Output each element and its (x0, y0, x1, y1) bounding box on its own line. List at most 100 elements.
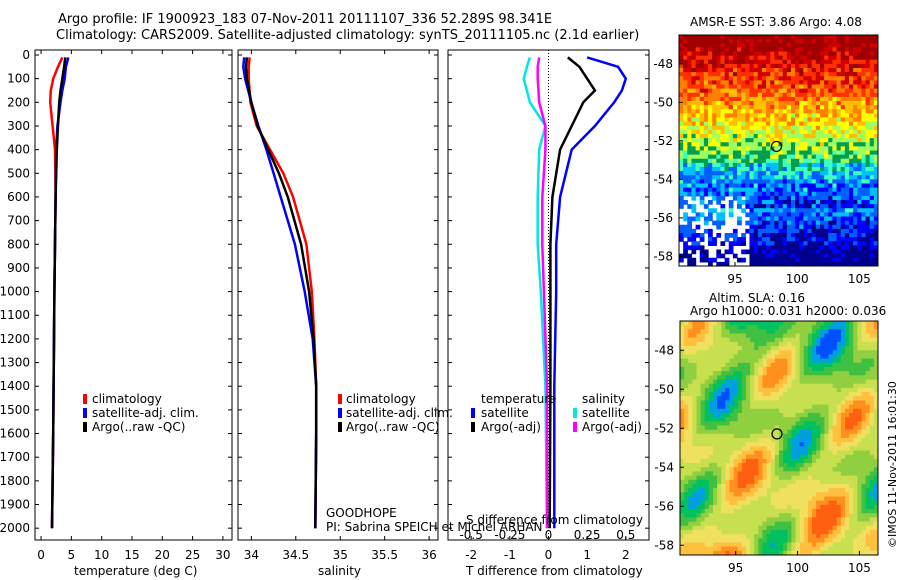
sst-cell (708, 200, 713, 205)
sst-cell (716, 76, 722, 81)
sst-cell (753, 212, 759, 218)
sla-cell (717, 417, 722, 422)
sst-cell (687, 43, 693, 48)
sla-cell (869, 496, 875, 502)
sst-cell (844, 167, 850, 172)
sst-cell (795, 150, 800, 156)
sla-cell (741, 362, 747, 368)
sla-cell (762, 504, 768, 510)
sst-cell (799, 84, 804, 90)
sst-cell (741, 117, 746, 123)
sst-cell (753, 43, 759, 48)
sst-cell (753, 68, 759, 73)
sst-cell (699, 134, 705, 139)
sla-cell (816, 509, 821, 514)
sla-cell (787, 366, 792, 372)
sst-cell (807, 109, 813, 114)
sst-cell (799, 204, 804, 209)
sla-cell (737, 429, 743, 435)
sst-cell (699, 43, 705, 48)
sst-cell (766, 138, 771, 143)
sst-cell (749, 228, 755, 234)
sst-cell (873, 241, 878, 246)
sla-cell (746, 412, 751, 418)
sla-cell (754, 321, 759, 326)
depth-tick-label: 100 (7, 72, 30, 86)
sst-cell (770, 96, 775, 102)
sla-cell (713, 500, 718, 506)
sla-cell (754, 479, 759, 485)
sst-cell (848, 179, 854, 185)
sal-series-2 (244, 57, 318, 529)
sla-cell (779, 329, 784, 335)
sla-cell (853, 454, 858, 460)
sst-cell (873, 200, 878, 205)
sla-cell (865, 425, 871, 431)
sla-cell (787, 438, 792, 443)
sst-cell (770, 224, 775, 230)
sst-cell (766, 80, 771, 86)
sst-cell (786, 63, 792, 69)
sst-cell (865, 200, 871, 205)
sst-cell (786, 146, 792, 152)
sla-cell (713, 442, 718, 447)
sla-cell (704, 425, 710, 431)
sla-cell (783, 429, 788, 435)
sla-cell (704, 333, 710, 339)
sla-cell (861, 479, 867, 485)
sst-cell (737, 171, 742, 176)
sst-cell (778, 138, 784, 143)
sst-cell (703, 109, 709, 114)
sla-cell (812, 454, 817, 460)
sla-cell (849, 396, 854, 401)
sst-cell (861, 43, 867, 48)
sst-cell (745, 125, 751, 131)
sst-cell (728, 138, 734, 143)
depth-tick-label: 1400 (0, 379, 30, 393)
sst-cell (732, 117, 738, 123)
sla-cell (836, 450, 842, 456)
sla-cell (766, 504, 772, 510)
sla-cell (750, 350, 755, 356)
sst-cell (824, 101, 829, 106)
sla-cell (737, 341, 743, 347)
sst-cell (782, 125, 788, 131)
sst-cell (770, 261, 775, 266)
sla-cell (861, 362, 867, 368)
sst-cell (679, 121, 684, 127)
sst-cell (770, 150, 775, 156)
sst-cell (873, 63, 878, 69)
sst-cell (853, 43, 858, 48)
sst-cell (786, 179, 792, 185)
sst-cell (753, 224, 759, 230)
sst-cell (766, 216, 771, 222)
sla-cell (779, 425, 784, 431)
sst-cell (819, 72, 825, 77)
sla-cell (746, 417, 751, 422)
sst-cell (695, 245, 701, 251)
sst-cell (708, 191, 713, 197)
sla-cell (787, 341, 792, 347)
sla-cell (758, 458, 764, 464)
sla-cell (725, 492, 731, 498)
sla-cell (713, 513, 718, 518)
sla-cell (828, 500, 834, 506)
sla-cell (836, 433, 842, 439)
sst-cell (819, 167, 825, 172)
sst-cell (795, 96, 800, 102)
sla-cell (816, 471, 821, 477)
sla-cell (750, 371, 755, 376)
sla-cell (865, 458, 871, 464)
sst-cell (695, 105, 701, 110)
sla-cell (725, 358, 731, 364)
sla-cell (812, 446, 817, 452)
sst-cell (848, 158, 854, 164)
sla-cell (828, 341, 834, 347)
sst-cell (807, 47, 813, 53)
sla-cell (692, 425, 698, 431)
sla-cell (779, 400, 784, 406)
sla-cell (737, 504, 743, 510)
sla-cell (750, 433, 755, 439)
sla-cell (770, 483, 776, 489)
sla-cell (750, 379, 755, 385)
